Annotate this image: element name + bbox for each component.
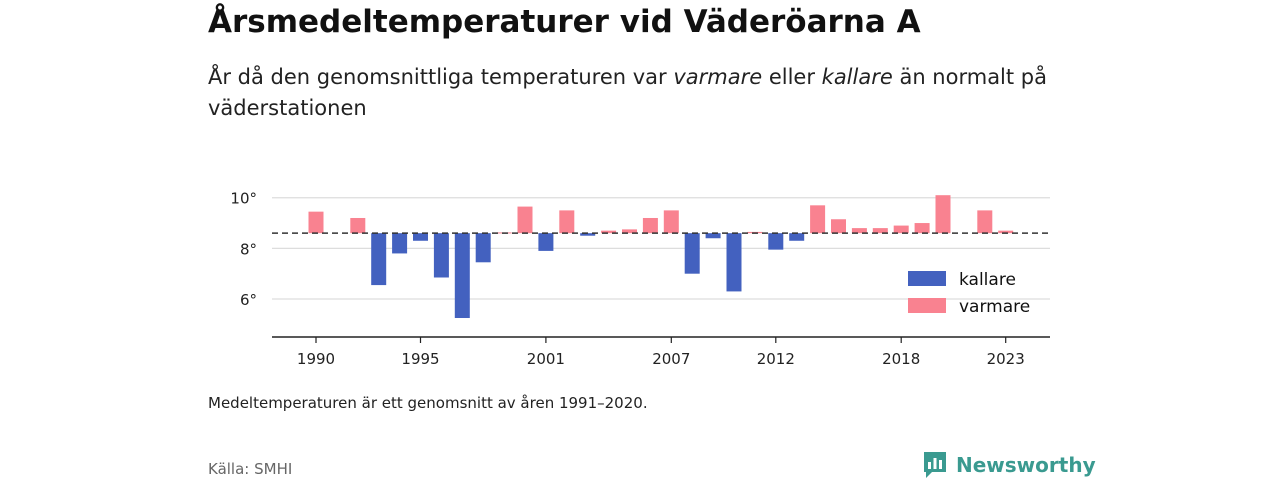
chart-subtitle: År då den genomsnittliga temperaturen va… (208, 62, 1068, 124)
y-tick-label: 6° (240, 291, 257, 309)
bar-2001 (538, 233, 554, 251)
bar-2022 (977, 210, 993, 234)
bar-2018 (893, 225, 909, 234)
x-tick-label: 2007 (652, 350, 690, 368)
bar-2010 (726, 233, 742, 292)
chart-title: Årsmedeltemperaturer vid Väderöarna A (208, 4, 921, 40)
bar-2002 (559, 210, 575, 234)
bar-2005 (622, 229, 637, 234)
bar-2020 (935, 195, 951, 234)
bar-2008 (684, 233, 700, 274)
subtitle-part1: År då den genomsnittliga temperaturen va… (208, 65, 674, 89)
bar-1990 (308, 211, 324, 234)
brand-logo: Newsworthy (922, 450, 1096, 480)
bar-2004 (601, 230, 617, 234)
bar-1994 (392, 233, 408, 254)
subtitle-part3: än normalt på väderstationen (208, 65, 1047, 120)
bar-2013 (789, 233, 805, 241)
bar-2006 (642, 217, 658, 234)
x-tick-label: 2023 (987, 350, 1025, 368)
subtitle-cold-word: kallare (821, 65, 893, 89)
newsworthy-logo-icon (924, 452, 946, 478)
bar-2003 (580, 233, 596, 236)
bar-1996 (433, 233, 449, 278)
legend-swatch-kallare (908, 271, 946, 286)
legend-label-kallare: kallare (959, 270, 1016, 290)
bar-2009 (705, 233, 721, 239)
chart-source: Källa: SMHI (208, 460, 293, 478)
legend-swatch-varmare (908, 298, 946, 313)
chart-note: Medeltemperaturen är ett genomsnitt av å… (208, 394, 648, 412)
legend-label-varmare: varmare (959, 297, 1030, 317)
x-tick-label: 2001 (527, 350, 565, 368)
bar-2015 (831, 219, 846, 234)
bar-2023 (998, 230, 1014, 234)
bar-1992 (350, 217, 366, 234)
subtitle-part2: eller (762, 65, 822, 89)
bar-2014 (810, 205, 826, 234)
bar-1997 (454, 233, 470, 319)
y-tick-label: 10° (230, 190, 257, 208)
bar-1998 (475, 233, 491, 263)
x-tick-label: 2012 (757, 350, 795, 368)
subtitle-warm-word: varmare (673, 65, 763, 89)
bar-1993 (371, 233, 387, 286)
bar-2007 (663, 210, 679, 234)
bar-1995 (413, 233, 428, 241)
y-tick-label: 8° (240, 240, 257, 258)
x-tick-label: 1995 (401, 350, 439, 368)
brand-name: Newsworthy (956, 453, 1096, 477)
bar-2012 (768, 233, 784, 250)
bar-2019 (914, 223, 930, 234)
bar-2016 (851, 228, 867, 234)
x-tick-label: 2018 (882, 350, 920, 368)
x-tick-label: 1990 (297, 350, 335, 368)
bar-2000 (517, 206, 533, 234)
bar-2017 (872, 228, 888, 234)
